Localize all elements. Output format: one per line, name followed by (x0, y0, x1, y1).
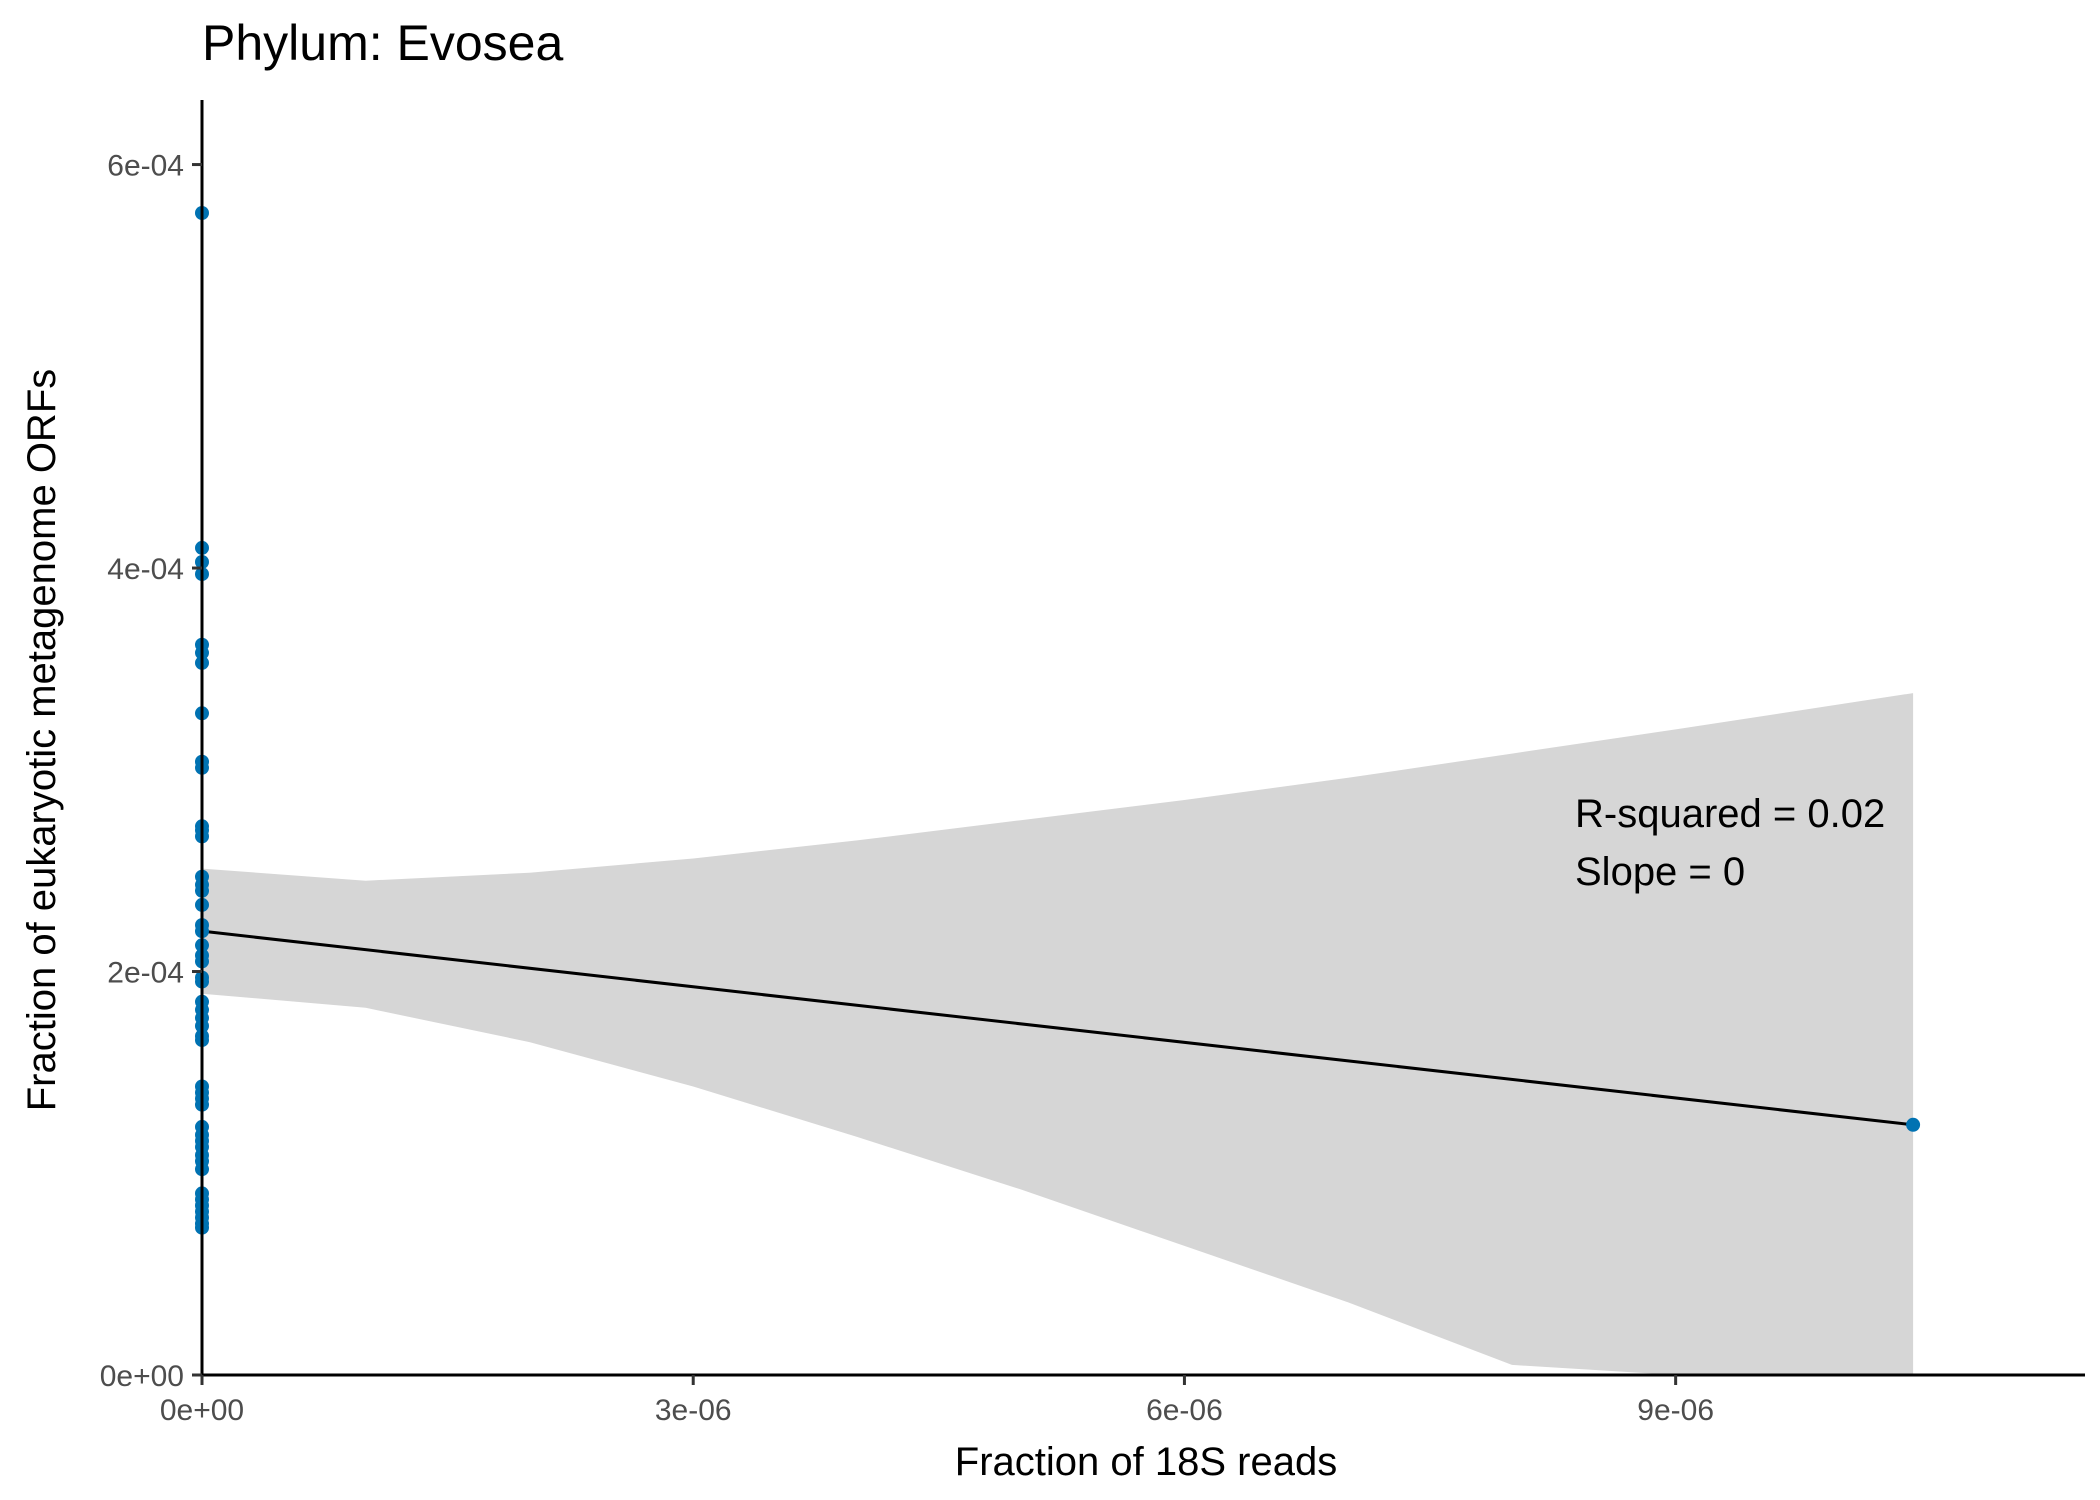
y-tick-label: 4e-04 (107, 553, 184, 586)
x-axis-title: Fraction of 18S reads (955, 1440, 1337, 1484)
fit-line-layer (201, 929, 1914, 1127)
y-axis-title: Fraction of eukaryotic metagenome ORFs (20, 369, 64, 1112)
x-tick-label: 0e+00 (160, 1394, 244, 1427)
x-tick-label: 9e-06 (1637, 1394, 1714, 1427)
y-tick-label: 0e+00 (100, 1360, 184, 1393)
axes-layer: 0e+00 3e-06 6e-06 9e-06 0e+00 2e-04 4e-04 6e-04 (100, 100, 2085, 1427)
confidence-band-layer (202, 693, 1914, 1375)
r-squared-annotation: R-squared = 0.02 (1575, 792, 1885, 836)
x-tick-label: 6e-06 (1146, 1394, 1223, 1427)
y-tick-label: 6e-04 (107, 150, 184, 183)
confidence-band (202, 693, 1914, 1375)
y-tick-label: 2e-04 (107, 957, 184, 990)
slope-annotation: Slope = 0 (1575, 850, 1745, 894)
regression-line (201, 929, 1914, 1127)
x-tick-label: 3e-06 (655, 1394, 732, 1427)
data-point (1906, 1117, 1921, 1132)
chart-title: Phylum: Evosea (202, 15, 563, 71)
